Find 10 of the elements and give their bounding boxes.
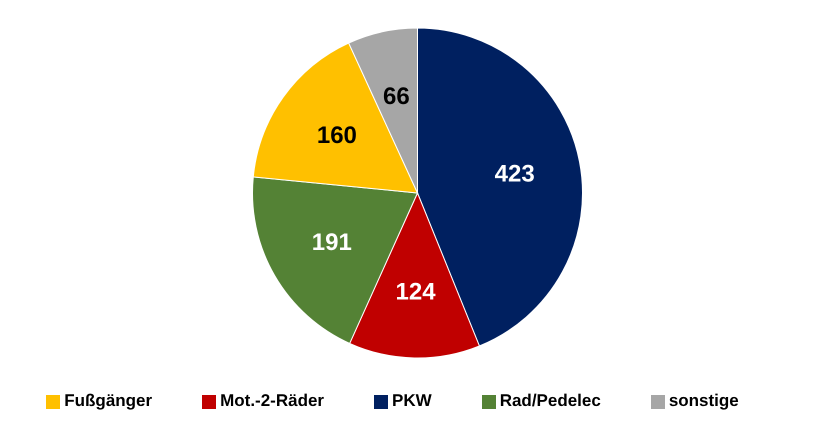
legend-label: Mot.-2-Räder — [220, 391, 324, 410]
legend-label: sonstige — [668, 391, 739, 410]
data-label: 191 — [312, 229, 352, 256]
data-label: 160 — [316, 122, 357, 150]
data-label: 66 — [383, 82, 410, 110]
legend-label: PKW — [392, 391, 432, 410]
data-label: 423 — [494, 160, 535, 188]
legend-label: Rad/Pedelec — [500, 391, 601, 410]
legend-label: Fußgänger — [64, 391, 152, 410]
data-label: 124 — [396, 278, 436, 306]
